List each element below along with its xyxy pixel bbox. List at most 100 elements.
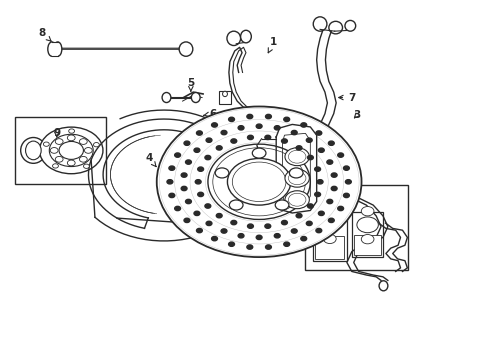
Circle shape [305,221,311,226]
Circle shape [211,237,217,241]
Circle shape [264,224,270,228]
Circle shape [296,213,302,218]
Circle shape [343,166,348,170]
Circle shape [323,234,335,244]
Circle shape [185,199,191,204]
Circle shape [55,157,63,162]
Bar [315,236,344,259]
Circle shape [230,220,236,225]
Circle shape [246,114,252,119]
Circle shape [283,117,289,122]
Circle shape [318,211,324,216]
Circle shape [315,131,321,135]
Circle shape [49,134,93,167]
Circle shape [274,126,280,130]
Circle shape [256,235,262,239]
Circle shape [330,186,336,191]
Circle shape [216,213,222,218]
Circle shape [275,200,288,210]
Circle shape [289,168,303,178]
Bar [312,211,346,261]
Polygon shape [276,125,316,213]
Circle shape [300,237,306,241]
Circle shape [43,142,49,146]
Circle shape [67,160,75,166]
Ellipse shape [25,141,41,160]
Bar [15,117,105,184]
Circle shape [194,148,200,152]
Ellipse shape [191,93,200,103]
Circle shape [181,186,186,191]
Ellipse shape [226,31,240,45]
Circle shape [285,169,309,187]
Circle shape [356,217,378,233]
Circle shape [361,234,373,244]
Circle shape [55,139,63,144]
Circle shape [337,206,343,211]
Circle shape [314,167,320,171]
Circle shape [281,139,287,143]
Text: 8: 8 [39,28,51,41]
Circle shape [265,114,271,119]
Bar [219,91,230,104]
Bar [353,235,380,255]
Circle shape [166,180,172,184]
Circle shape [319,217,340,233]
Circle shape [79,157,87,162]
Text: 7: 7 [338,93,355,103]
Circle shape [305,138,311,142]
Circle shape [246,245,252,249]
Ellipse shape [328,21,342,34]
Circle shape [168,166,174,170]
Circle shape [283,242,289,246]
Text: 6: 6 [203,109,216,119]
Circle shape [274,234,280,238]
Circle shape [328,218,334,222]
Text: 1: 1 [268,37,277,53]
Circle shape [345,180,350,184]
Circle shape [205,221,211,226]
Circle shape [238,234,244,238]
Circle shape [215,168,228,178]
Ellipse shape [162,93,170,103]
Bar [305,185,407,270]
Circle shape [314,192,320,197]
Circle shape [230,139,236,143]
Circle shape [197,167,203,171]
Ellipse shape [222,91,227,96]
Circle shape [84,148,92,153]
Circle shape [79,139,87,144]
Circle shape [315,228,321,233]
Circle shape [196,228,202,233]
Text: 9: 9 [53,129,60,138]
Circle shape [330,173,336,177]
Circle shape [93,143,99,147]
Circle shape [181,173,186,177]
Circle shape [194,211,200,216]
Circle shape [265,245,271,249]
Ellipse shape [54,42,61,56]
Circle shape [285,148,309,166]
Circle shape [337,153,343,157]
Bar [52,42,58,56]
Circle shape [361,207,373,216]
Circle shape [229,200,243,210]
Ellipse shape [179,42,192,56]
Circle shape [252,148,265,158]
Ellipse shape [344,21,355,31]
Circle shape [185,160,191,164]
Circle shape [296,146,302,150]
Circle shape [328,141,334,145]
Bar [351,212,383,257]
Text: 4: 4 [145,153,156,167]
Ellipse shape [378,281,387,291]
Ellipse shape [48,42,56,56]
Circle shape [68,129,74,133]
Circle shape [300,123,306,127]
Circle shape [174,153,180,157]
Circle shape [228,117,234,122]
Circle shape [197,192,203,197]
Circle shape [205,138,211,142]
Circle shape [50,148,58,153]
Circle shape [174,206,180,211]
